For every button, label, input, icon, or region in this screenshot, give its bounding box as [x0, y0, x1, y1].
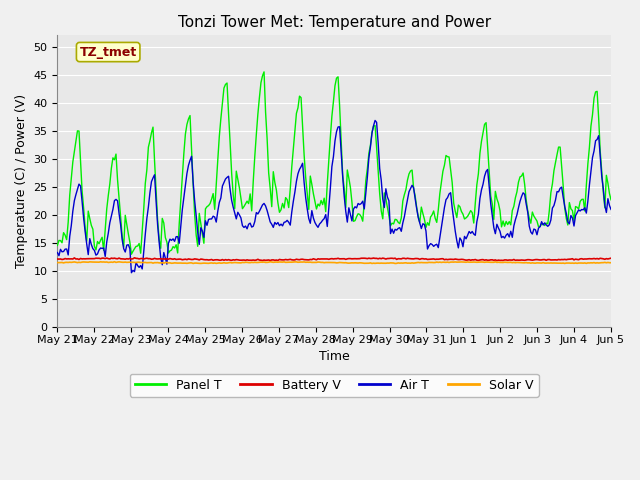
Y-axis label: Temperature (C) / Power (V): Temperature (C) / Power (V) — [15, 94, 28, 268]
Legend: Panel T, Battery V, Air T, Solar V: Panel T, Battery V, Air T, Solar V — [130, 374, 539, 397]
Text: TZ_tmet: TZ_tmet — [79, 46, 137, 59]
X-axis label: Time: Time — [319, 350, 349, 363]
Title: Tonzi Tower Met: Temperature and Power: Tonzi Tower Met: Temperature and Power — [178, 15, 491, 30]
